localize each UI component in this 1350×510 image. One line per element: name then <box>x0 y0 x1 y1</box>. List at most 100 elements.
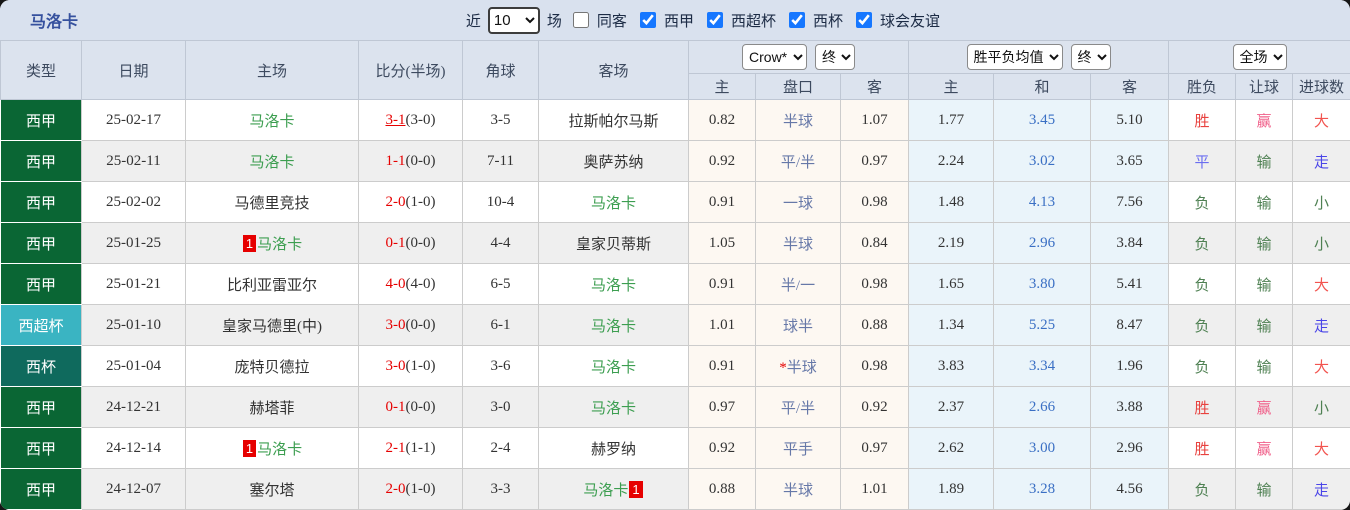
away-team-name[interactable]: 马洛卡 <box>590 318 636 335</box>
same-venue-label[interactable]: 同客 <box>596 13 627 30</box>
half-time-score: (0-0) <box>405 234 436 251</box>
match-table: 类型 日期 主场 比分(半场) 角球 客场 Crow* 终 胜平负均值 <box>0 40 1350 510</box>
result-wdl: 负 <box>1168 304 1237 346</box>
full-time-score[interactable]: 3-0 <box>385 316 406 333</box>
result-wdl: 负 <box>1168 345 1237 387</box>
table-row: 西甲 25-02-02 马德里竞技 2-0(1-0) 10-4 马洛卡 0.91… <box>0 181 1350 223</box>
home-team-name[interactable]: 皇家马德里(中) <box>222 318 322 335</box>
odds-stage-select[interactable]: 终 <box>815 44 856 70</box>
col-header-date: 日期 <box>81 40 186 100</box>
away-team-name[interactable]: 马洛卡 <box>590 400 636 417</box>
match-score[interactable]: 3-0(1-0) <box>358 345 463 387</box>
league-badge: 西甲 <box>0 386 82 428</box>
avg-away: 8.47 <box>1090 304 1170 346</box>
scope-select[interactable]: 全场 <box>1232 44 1287 70</box>
home-team-name[interactable]: 马洛卡 <box>257 236 303 253</box>
half-time-score: (3-0) <box>405 111 436 128</box>
result-wdl: 负 <box>1168 181 1237 223</box>
league-label[interactable]: 球会友谊 <box>879 13 940 30</box>
full-time-score[interactable]: 2-0 <box>385 480 406 497</box>
away-team-name[interactable]: 马洛卡 <box>590 195 636 212</box>
avg-draw: 2.66 <box>993 386 1092 428</box>
full-time-score[interactable]: 0-1 <box>385 234 406 251</box>
home-team-name[interactable]: 马洛卡 <box>249 154 295 171</box>
handicap-name: 一球 <box>782 195 813 212</box>
full-time-score[interactable]: 2-1 <box>385 439 406 456</box>
avg-home: 2.24 <box>908 140 995 182</box>
away-team-name[interactable]: 拉斯帕尔马斯 <box>568 113 659 130</box>
league-label[interactable]: 西超杯 <box>730 13 776 30</box>
full-time-score[interactable]: 3-1 <box>385 111 406 128</box>
match-score[interactable]: 1-1(0-0) <box>358 140 463 182</box>
match-score[interactable]: 0-1(0-0) <box>358 386 463 428</box>
full-time-score[interactable]: 4-0 <box>385 275 406 292</box>
result-wdl: 负 <box>1168 468 1237 510</box>
home-team-name[interactable]: 马洛卡 <box>249 113 295 130</box>
filter-controls: 近 10 场 同客 西甲 西超杯 西杯 球会友谊 <box>464 6 942 34</box>
home-team-name[interactable]: 赫塔菲 <box>249 400 295 417</box>
away-team-name[interactable]: 马洛卡 <box>590 359 636 376</box>
odds-handicap: 平/半 <box>755 386 841 428</box>
avg-stage-select[interactable]: 终 <box>1070 44 1111 70</box>
away-team-name[interactable]: 皇家贝蒂斯 <box>575 236 651 253</box>
avg-home: 1.89 <box>908 468 995 510</box>
home-team: 马洛卡 <box>185 140 359 182</box>
odds-select-group: Crow* 终 <box>687 40 910 74</box>
home-team-name[interactable]: 塞尔塔 <box>249 482 295 499</box>
league-checkbox[interactable] <box>706 12 723 28</box>
league-checkbox[interactable] <box>639 12 656 28</box>
odds-handicap: 一球 <box>755 181 841 223</box>
league-checkbox[interactable] <box>855 12 872 28</box>
odds-handicap: *半球 <box>755 345 841 387</box>
handicap-name: 半球 <box>786 359 817 376</box>
avg-away: 7.56 <box>1090 181 1170 223</box>
match-date: 25-01-04 <box>81 345 186 387</box>
avg-draw: 3.45 <box>993 99 1092 141</box>
match-score[interactable]: 2-0(1-0) <box>358 181 463 223</box>
result-goals: 小 <box>1292 222 1350 264</box>
odds-handicap: 平手 <box>755 427 841 469</box>
full-time-score[interactable]: 3-0 <box>385 357 406 374</box>
col-header-avg-away: 客 <box>1090 73 1170 100</box>
col-header-away: 客场 <box>538 40 689 100</box>
home-team: 马德里竞技 <box>185 181 359 223</box>
recent-count-select[interactable]: 10 <box>487 6 540 34</box>
away-team-name[interactable]: 马洛卡 <box>583 482 629 499</box>
avg-home: 1.77 <box>908 99 995 141</box>
col-header-home: 主场 <box>185 40 359 100</box>
corner-count: 3-3 <box>462 468 539 510</box>
odds-home: 0.92 <box>688 427 756 469</box>
half-time-score: (0-0) <box>405 152 436 169</box>
half-time-score: (1-1) <box>405 439 436 456</box>
away-team-name[interactable]: 赫罗纳 <box>590 441 636 458</box>
home-team-name[interactable]: 马德里竞技 <box>234 195 310 212</box>
col-header-odds-home: 主 <box>688 73 756 100</box>
home-team-name[interactable]: 马洛卡 <box>257 441 303 458</box>
bookmaker-select[interactable]: Crow* <box>742 44 808 70</box>
match-score[interactable]: 2-1(1-1) <box>358 427 463 469</box>
result-goals: 大 <box>1292 263 1350 305</box>
corner-count: 10-4 <box>462 181 539 223</box>
away-team-name[interactable]: 马洛卡 <box>590 277 636 294</box>
full-time-score[interactable]: 0-1 <box>385 398 406 415</box>
avg-type-select[interactable]: 胜平负均值 <box>966 44 1063 70</box>
match-score[interactable]: 4-0(4-0) <box>358 263 463 305</box>
odds-home: 0.91 <box>688 181 756 223</box>
match-score[interactable]: 3-0(0-0) <box>358 304 463 346</box>
table-row: 西甲 25-02-11 马洛卡 1-1(0-0) 7-11 奥萨苏纳 0.92 … <box>0 140 1350 182</box>
home-team-name[interactable]: 庞特贝德拉 <box>234 359 310 376</box>
league-label[interactable]: 西甲 <box>663 13 694 30</box>
odds-away: 0.92 <box>839 386 910 428</box>
full-time-score[interactable]: 2-0 <box>385 193 406 210</box>
col-header-score: 比分(半场) <box>358 40 463 100</box>
league-checkbox[interactable] <box>788 12 805 28</box>
corner-count: 2-4 <box>462 427 539 469</box>
match-score[interactable]: 3-1(3-0) <box>358 99 463 141</box>
away-team-name[interactable]: 奥萨苏纳 <box>583 154 644 171</box>
match-score[interactable]: 2-0(1-0) <box>358 468 463 510</box>
match-score[interactable]: 0-1(0-0) <box>358 222 463 264</box>
league-label[interactable]: 西杯 <box>812 13 843 30</box>
home-team-name[interactable]: 比利亚雷亚尔 <box>226 277 317 294</box>
same-venue-checkbox[interactable] <box>572 12 589 28</box>
full-time-score[interactable]: 1-1 <box>385 152 406 169</box>
